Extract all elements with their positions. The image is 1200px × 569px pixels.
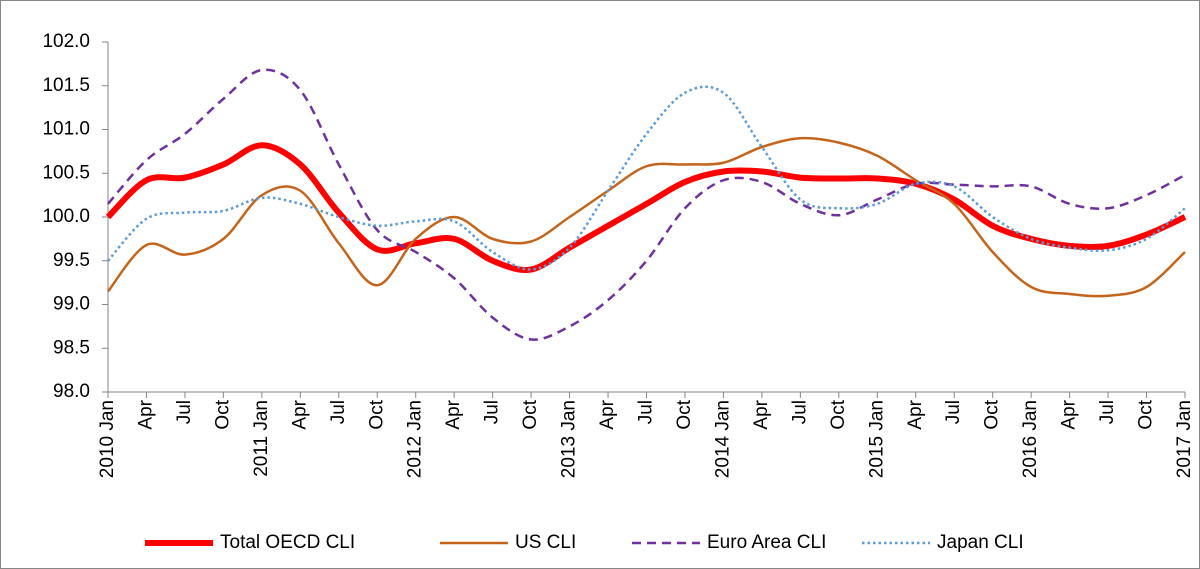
- x-tick-label: Apr: [1059, 399, 1080, 429]
- y-tick-label: 101.0: [42, 119, 90, 140]
- x-tick-label: 2015 Jan: [866, 400, 887, 478]
- x-tick-label: 2013 Jan: [559, 400, 580, 478]
- series-line: [105, 142, 1187, 273]
- x-tick-label: Apr: [751, 399, 772, 429]
- x-tick-label: Jul: [789, 400, 810, 424]
- x-tick-label: 2012 Jan: [405, 400, 426, 478]
- x-tick-label: Oct: [982, 399, 1003, 429]
- x-tick-label: Apr: [289, 399, 310, 429]
- x-tick-label: Oct: [674, 399, 695, 429]
- x-tick-label: Oct: [212, 399, 233, 429]
- y-tick-label: 100.5: [42, 162, 90, 183]
- y-tick-label: 99.5: [53, 250, 90, 271]
- x-tick-label: Jul: [943, 400, 964, 424]
- x-tick-label: Apr: [905, 399, 926, 429]
- y-tick-label: 99.0: [53, 294, 90, 315]
- x-tick-label: Apr: [443, 399, 464, 429]
- x-tick-label: 2010 Jan: [97, 400, 118, 478]
- y-tick-label: 100.0: [42, 206, 90, 227]
- x-tick-label: 2016 Jan: [1020, 400, 1041, 478]
- x-tick-label: Jul: [1097, 400, 1118, 424]
- x-tick-label: Oct: [520, 399, 541, 429]
- legend-label: Total OECD CLI: [220, 532, 355, 553]
- y-tick-label: 98.5: [53, 337, 90, 358]
- x-tick-label: Apr: [135, 399, 156, 429]
- y-tick-label: 98.0: [53, 381, 90, 402]
- x-tick-label: Jul: [174, 400, 195, 424]
- x-tick-label: Jul: [482, 400, 503, 424]
- x-tick-label: Jul: [328, 400, 349, 424]
- series-line: [107, 136, 1186, 298]
- x-tick-label: 2017 Jan: [1174, 400, 1195, 478]
- x-tick-label: Oct: [366, 399, 387, 429]
- legend-label: Euro Area CLI: [707, 532, 826, 553]
- x-tick-label: Apr: [597, 399, 618, 429]
- y-tick-label: 102.0: [42, 31, 90, 52]
- x-tick-label: Oct: [828, 399, 849, 429]
- legend-label: US CLI: [515, 532, 576, 553]
- x-tick-label: Oct: [1136, 399, 1157, 429]
- y-tick-label: 101.5: [42, 75, 90, 96]
- x-tick-label: Jul: [636, 400, 657, 424]
- x-tick-label: 2011 Jan: [251, 400, 272, 477]
- legend-label: Japan CLI: [937, 532, 1024, 553]
- x-tick-label: 2014 Jan: [712, 400, 733, 478]
